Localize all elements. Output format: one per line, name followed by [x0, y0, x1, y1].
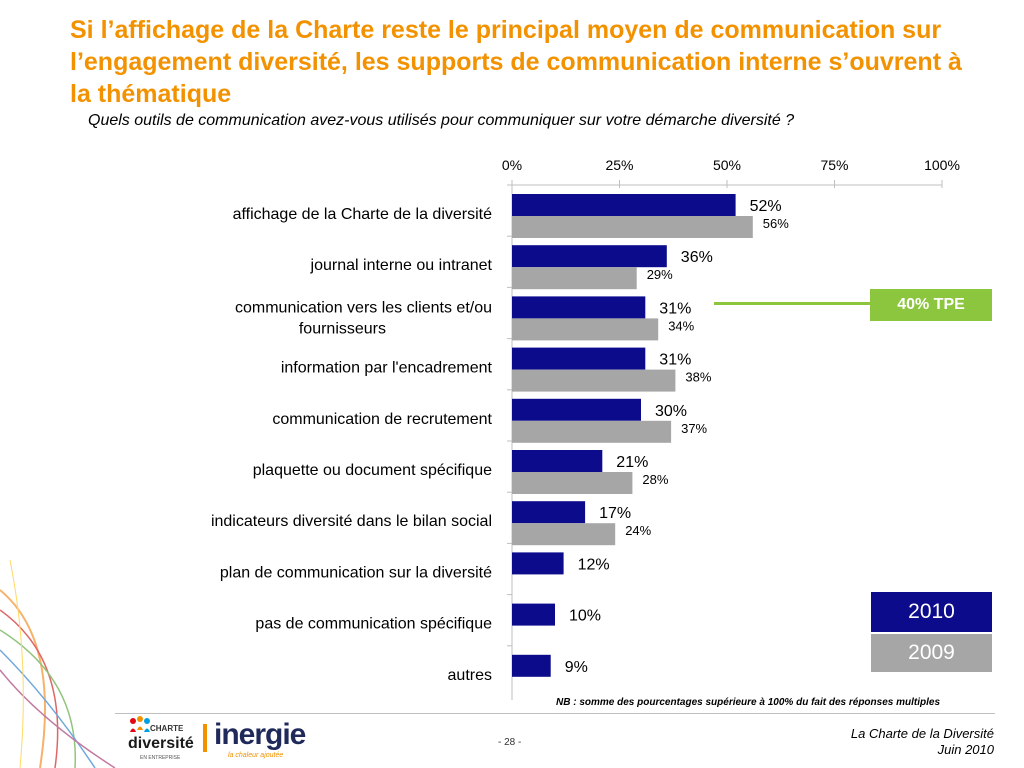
footnote: NB : somme des pourcentages supérieure à… [556, 697, 941, 708]
bar-2010 [512, 501, 586, 524]
x-tick-label: 50% [713, 157, 741, 173]
footer-org: La Charte de la Diversité [850, 726, 994, 741]
page-title: Si l’affichage de la Charte reste le pri… [70, 16, 962, 108]
data-label-2010: 17% [599, 505, 631, 522]
bar-2009 [512, 420, 672, 443]
data-label-2010: 31% [659, 300, 691, 317]
bar-2010 [512, 296, 646, 319]
footer-credits: La Charte de la Diversité Juin 2010 [851, 726, 994, 758]
bar-2010 [512, 450, 603, 472]
inergie-logo: inergie [214, 718, 306, 751]
x-tick-label: 100% [924, 157, 960, 173]
legend-2009: 2009 [871, 634, 992, 672]
bar-2009 [512, 369, 676, 392]
logo-separator [203, 724, 207, 752]
page-number: - 28 - [498, 737, 522, 748]
callout-connector [714, 302, 870, 305]
data-label-2009: 28% [642, 472, 668, 487]
x-tick-label: 75% [820, 157, 848, 173]
bar-2010 [512, 347, 646, 370]
data-label-2009: 24% [625, 523, 651, 538]
data-label-2009: 38% [685, 370, 711, 385]
data-label-2010: 10% [569, 608, 601, 625]
chart-subtitle: Quels outils de communication avez-vous … [88, 112, 795, 129]
data-label-2010: 21% [616, 454, 648, 471]
category-label: information par l'encadrement [281, 360, 493, 377]
bar-2009 [512, 318, 659, 341]
inergie-tagline: la chaleur ajoutée [228, 752, 284, 759]
data-label-2010: 30% [655, 403, 687, 420]
logo-charte-top: CHARTE [150, 724, 184, 733]
footer-date: Juin 2010 [937, 742, 994, 757]
data-label-2010: 52% [750, 198, 782, 215]
category-label: indicateurs diversité dans le bilan soci… [211, 513, 492, 530]
x-tick-label: 25% [605, 157, 633, 173]
data-label-2009: 29% [647, 267, 673, 282]
bar-2010 [512, 245, 667, 268]
data-label-2010: 31% [659, 352, 691, 369]
bar-2010 [512, 194, 736, 216]
decorative-swirl [0, 560, 116, 768]
category-label: autres [448, 667, 492, 684]
charte-diversite-logo: CHARTE diversité EN ENTREPRISE [128, 716, 194, 764]
category-label: plan de communication sur la diversité [220, 564, 492, 581]
category-label: pas de communication spécifique [255, 616, 492, 633]
bar-chart: 0% 25% 50% 75% 100% affichage de la Charte de… [211, 157, 960, 700]
bar-2009 [512, 523, 616, 546]
category-label-line2: fournisseurs [299, 320, 386, 337]
category-label: communication vers les clients et/ou [235, 299, 492, 316]
bar-2009 [512, 472, 633, 494]
logo-charte-sub: EN ENTREPRISE [140, 755, 181, 761]
category-label: communication de recrutement [272, 411, 492, 428]
charte-people-icon [130, 716, 150, 732]
data-label-2010: 36% [681, 249, 713, 266]
footer-divider [115, 713, 995, 714]
bar-2010 [512, 603, 555, 626]
data-label-2010: 12% [578, 556, 610, 573]
bar-2009 [512, 267, 637, 290]
data-label-2010: 9% [565, 659, 588, 676]
data-label-2009: 56% [763, 216, 789, 231]
bar-2010 [512, 654, 551, 677]
bar-2010 [512, 552, 564, 575]
tpe-callout: 40% TPE [870, 289, 992, 321]
bar-2009 [512, 216, 753, 238]
logo-charte-main: diversité [128, 735, 194, 752]
category-label: journal interne ou intranet [310, 257, 493, 274]
x-tick-label: 0% [502, 157, 522, 173]
category-label: affichage de la Charte de la diversité [233, 206, 493, 223]
category-label: plaquette ou document spécifique [253, 462, 492, 479]
data-label-2009: 37% [681, 421, 707, 436]
bar-2010 [512, 398, 641, 421]
legend-2010: 2010 [871, 592, 992, 632]
data-label-2009: 34% [668, 318, 694, 333]
